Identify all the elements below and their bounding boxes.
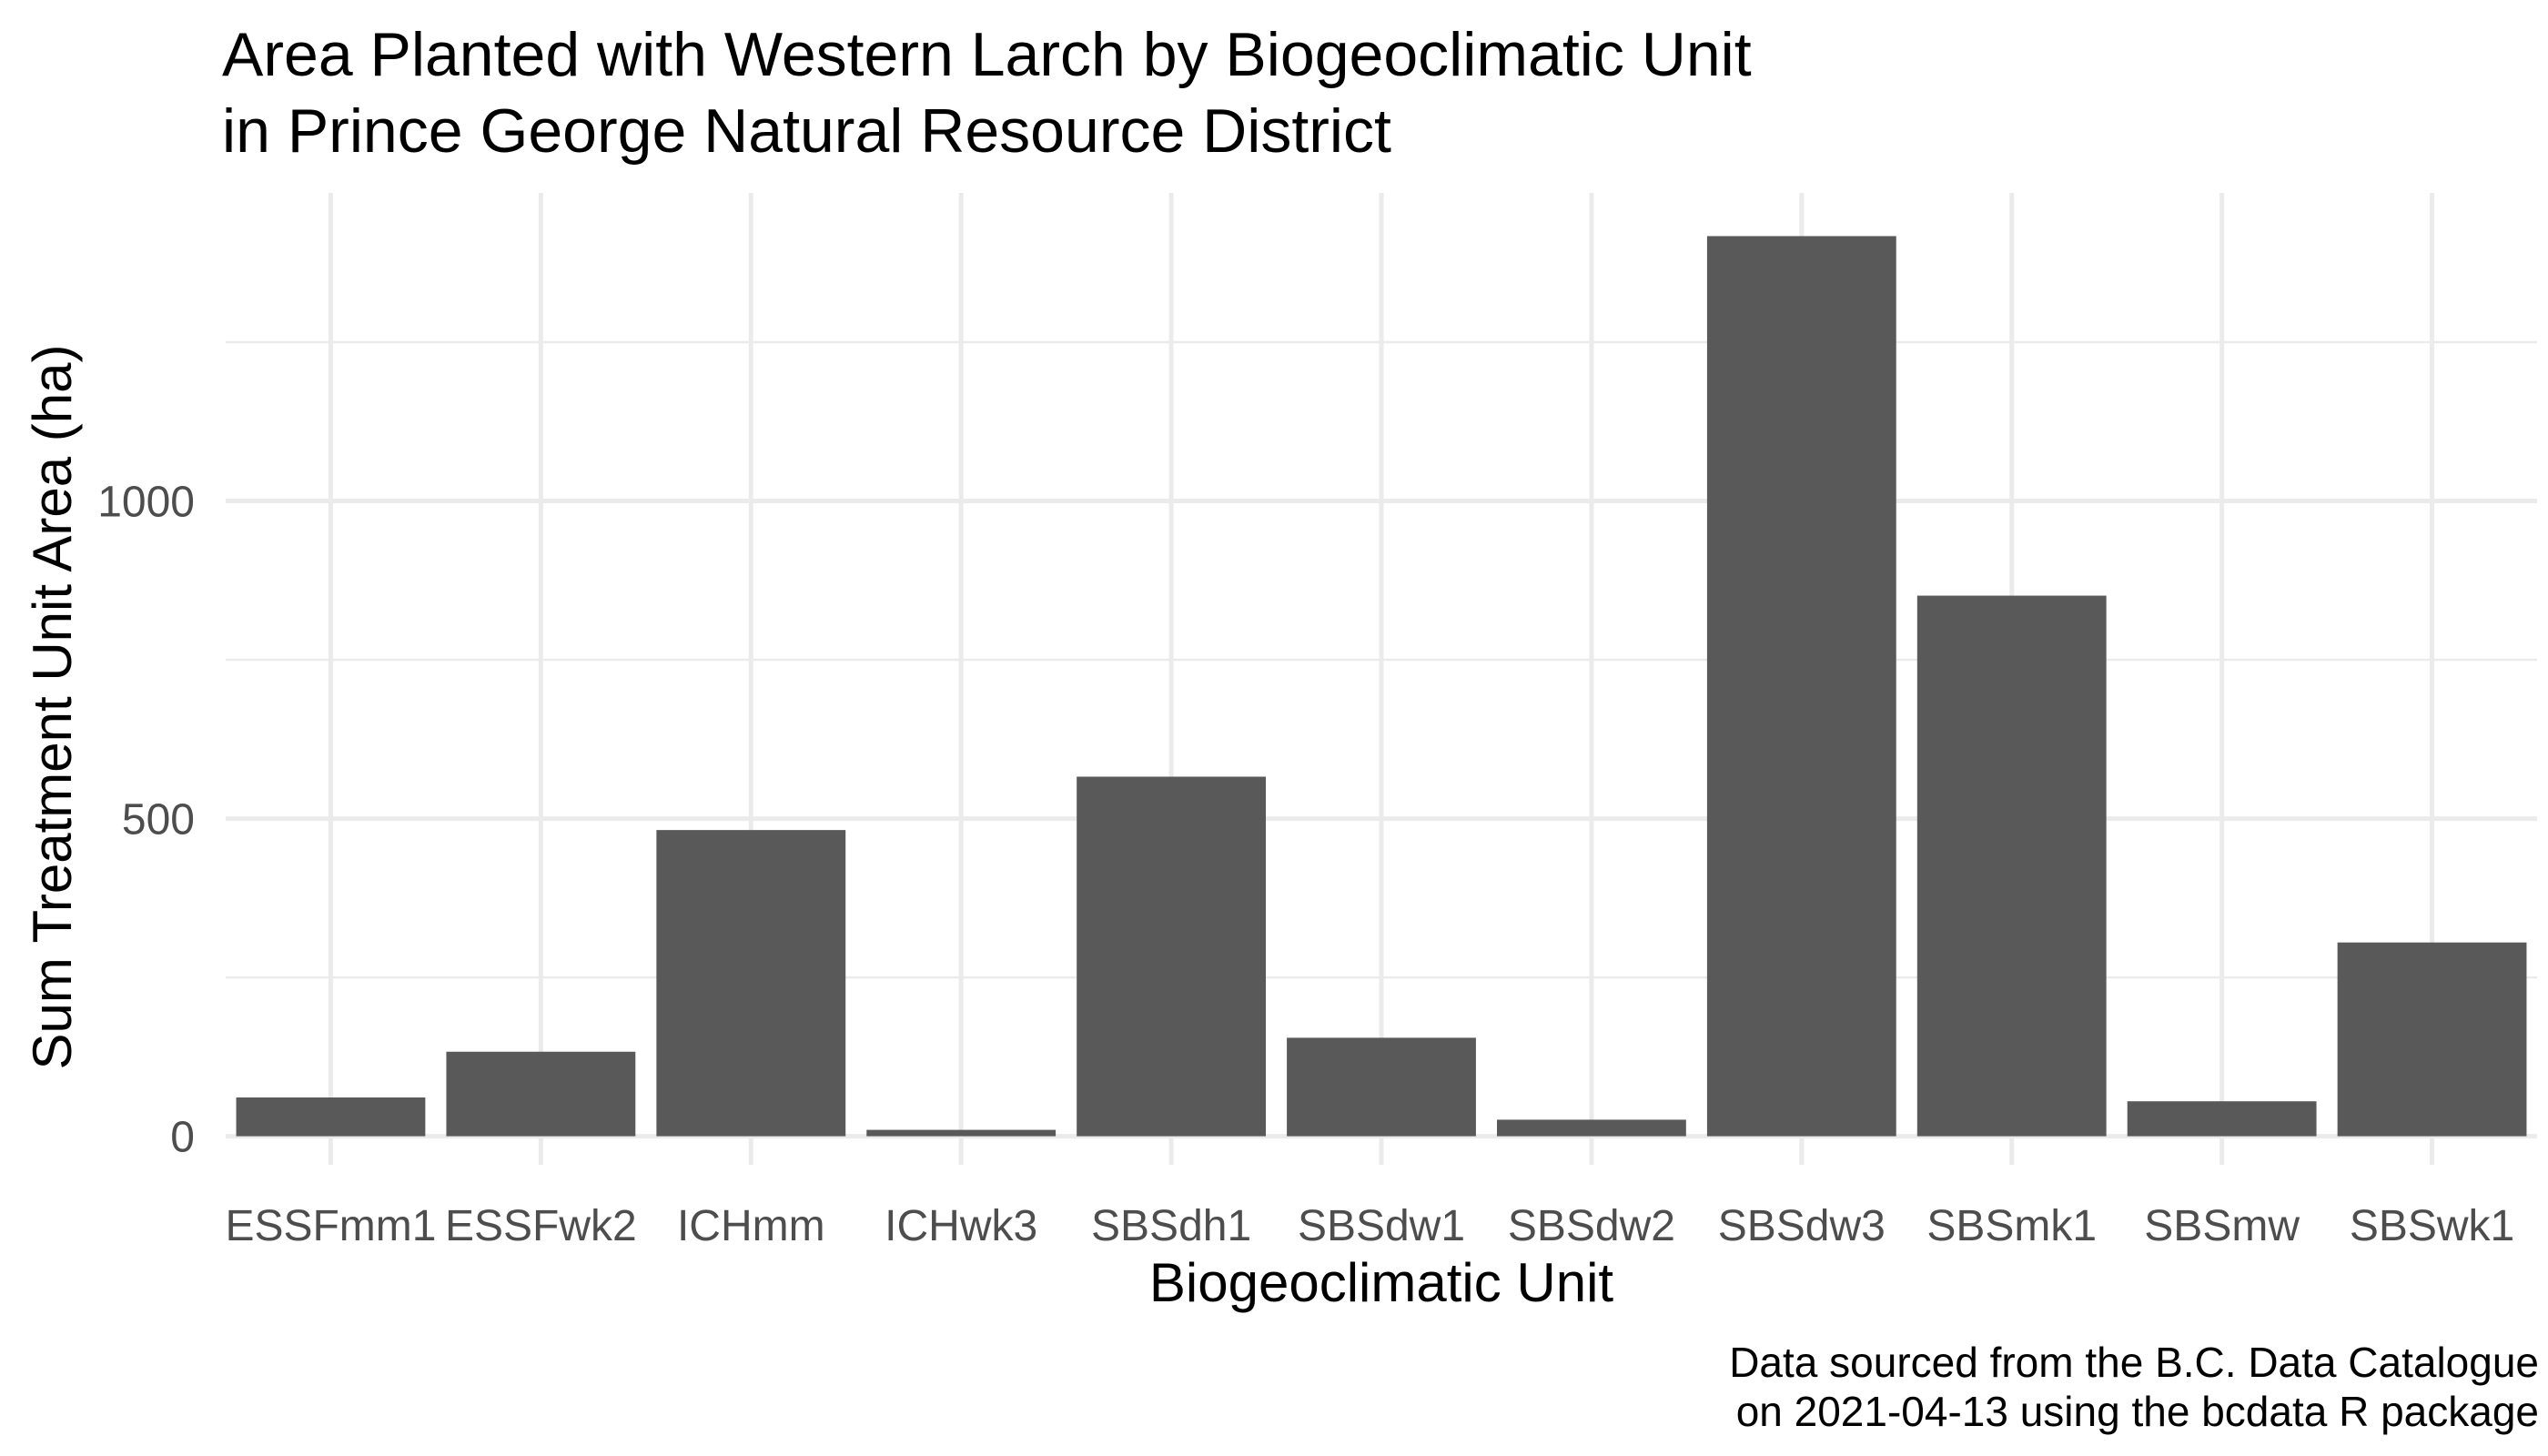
caption-line-2: on 2021-04-13 using the bcdata R package bbox=[1735, 1388, 2539, 1435]
y-axis-label: Sum Treatment Unit Area (ha) bbox=[22, 345, 83, 1070]
bar-sbsmk1 bbox=[1916, 595, 2107, 1137]
major-gridlines bbox=[226, 193, 2537, 1165]
chart-title-line-1: Area Planted with Western Larch by Bioge… bbox=[222, 20, 1752, 89]
x-tick-label: SBSmk1 bbox=[1926, 1202, 2097, 1250]
x-tick-label: ICHwk3 bbox=[885, 1202, 1037, 1250]
x-tick-label: ESSFmm1 bbox=[225, 1202, 436, 1250]
x-tick-label: SBSwk1 bbox=[2350, 1202, 2514, 1250]
bars bbox=[236, 236, 2527, 1137]
chart-title-line-2: in Prince George Natural Resource Distri… bbox=[222, 96, 1391, 166]
y-tick-label: 0 bbox=[170, 1114, 195, 1162]
bar-essfmm1 bbox=[236, 1097, 426, 1137]
y-axis-ticks: 0 500 1000 bbox=[97, 479, 195, 1162]
x-axis-ticks: ESSFmm1 ESSFwk2 ICHmm ICHwk3 SBSdh1 SBSdw1 SBS… bbox=[225, 1202, 2514, 1250]
x-tick-label: SBSdw3 bbox=[1718, 1202, 1886, 1250]
y-tick-label: 500 bbox=[122, 796, 195, 844]
bar-sbsdh1 bbox=[1077, 776, 1266, 1137]
x-axis-label: Biogeoclimatic Unit bbox=[1149, 1252, 1614, 1313]
chart-caption: Data sourced from the B.C. Data Catalogu… bbox=[1729, 1338, 2539, 1436]
bar-sbsdw2 bbox=[1497, 1119, 1686, 1137]
bar-sbsdw1 bbox=[1287, 1037, 1476, 1137]
y-tick-label: 1000 bbox=[97, 479, 195, 527]
x-tick-label: SBSmw bbox=[2144, 1202, 2300, 1250]
chart-title: Area Planted with Western Larch by Bioge… bbox=[222, 16, 1752, 169]
x-tick-label: SBSdh1 bbox=[1091, 1202, 1251, 1250]
bar-sbswk1 bbox=[2337, 942, 2527, 1137]
bar-ichwk3 bbox=[866, 1129, 1057, 1137]
x-tick-label: SBSdw1 bbox=[1298, 1202, 1465, 1250]
bar-essfwk2 bbox=[446, 1051, 636, 1137]
bar-sbsdw3 bbox=[1706, 236, 1896, 1137]
x-tick-label: ESSFwk2 bbox=[445, 1202, 637, 1250]
bar-sbsmw bbox=[2127, 1101, 2317, 1137]
caption-line-1: Data sourced from the B.C. Data Catalogu… bbox=[1729, 1339, 2539, 1386]
x-tick-label: ICHmm bbox=[677, 1202, 825, 1250]
x-tick-label: SBSdw2 bbox=[1508, 1202, 1675, 1250]
bar-ichmm bbox=[656, 830, 846, 1137]
